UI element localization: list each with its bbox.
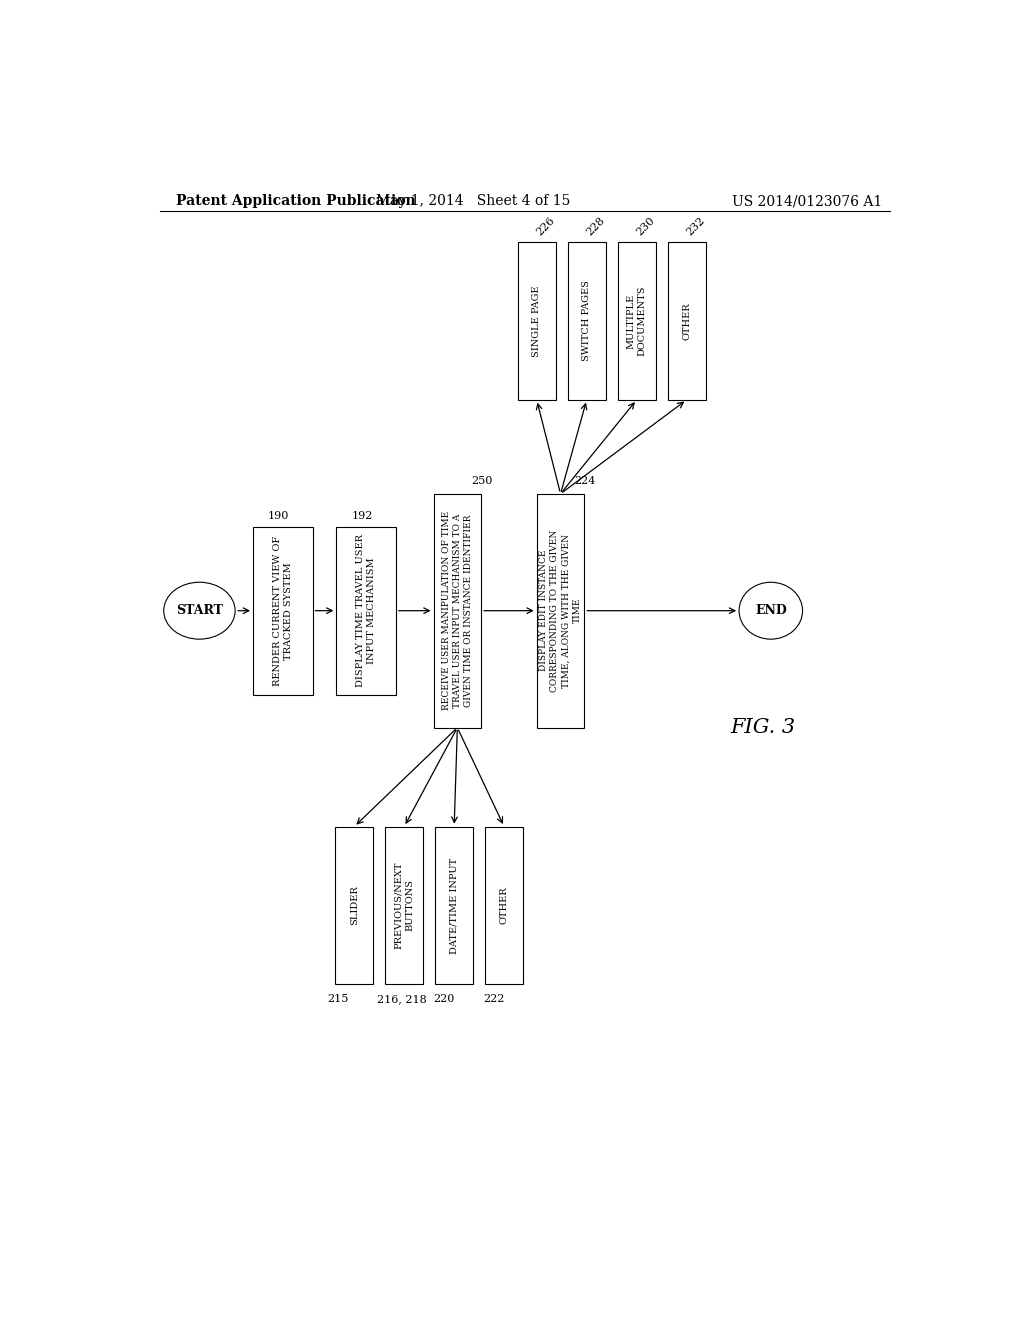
Text: 192: 192 — [351, 511, 373, 521]
Text: 222: 222 — [483, 994, 505, 1005]
Text: 190: 190 — [268, 511, 290, 521]
Bar — [433, 494, 481, 727]
Text: DATE/TIME INPUT: DATE/TIME INPUT — [450, 857, 459, 953]
Text: Patent Application Publication: Patent Application Publication — [176, 194, 416, 209]
Bar — [617, 243, 655, 400]
Bar — [253, 527, 312, 694]
Text: DISPLAY TIME TRAVEL USER
INPUT MECHANISM: DISPLAY TIME TRAVEL USER INPUT MECHANISM — [356, 535, 376, 688]
Ellipse shape — [164, 582, 236, 639]
Text: SWITCH PAGES: SWITCH PAGES — [583, 281, 591, 362]
Ellipse shape — [739, 582, 803, 639]
Text: FIG. 3: FIG. 3 — [730, 718, 796, 737]
Text: SLIDER: SLIDER — [349, 886, 358, 925]
Text: END: END — [755, 605, 786, 618]
Text: 216, 218: 216, 218 — [377, 994, 427, 1005]
Bar — [335, 826, 373, 985]
Text: DISPLAY EDIT INSTANCE
CORRESPONDING TO THE GIVEN
TIME, ALONG WITH THE GIVEN
TIME: DISPLAY EDIT INSTANCE CORRESPONDING TO T… — [540, 529, 582, 692]
Bar — [567, 243, 606, 400]
Bar — [518, 243, 556, 400]
Text: 220: 220 — [433, 994, 455, 1005]
Text: START: START — [176, 605, 223, 618]
Text: 232: 232 — [684, 215, 707, 238]
Text: 228: 228 — [585, 215, 606, 238]
Text: US 2014/0123076 A1: US 2014/0123076 A1 — [732, 194, 882, 209]
Bar — [435, 826, 473, 985]
Text: MULTIPLE
DOCUMENTS: MULTIPLE DOCUMENTS — [627, 285, 647, 356]
Text: 226: 226 — [535, 215, 556, 238]
Bar — [336, 527, 396, 694]
Bar — [485, 826, 523, 985]
Text: OTHER: OTHER — [682, 302, 691, 339]
Text: 215: 215 — [328, 994, 348, 1005]
Bar — [668, 243, 706, 400]
Text: PREVIOUS/NEXT
BUTTONS: PREVIOUS/NEXT BUTTONS — [394, 862, 415, 949]
Text: OTHER: OTHER — [500, 887, 509, 924]
Text: 250: 250 — [471, 475, 493, 486]
Bar — [537, 494, 585, 727]
Text: 224: 224 — [574, 475, 595, 486]
Text: May 1, 2014   Sheet 4 of 15: May 1, 2014 Sheet 4 of 15 — [376, 194, 570, 209]
Text: RECEIVE USER MANIPULATION OF TIME
TRAVEL USER INPUT MECHANISM TO A
GIVEN TIME OR: RECEIVE USER MANIPULATION OF TIME TRAVEL… — [441, 511, 473, 710]
Bar — [385, 826, 423, 985]
Text: RENDER CURRENT VIEW OF
TRACKED SYSTEM: RENDER CURRENT VIEW OF TRACKED SYSTEM — [272, 536, 293, 686]
Text: 230: 230 — [634, 215, 656, 238]
Text: SINGLE PAGE: SINGLE PAGE — [532, 285, 542, 356]
